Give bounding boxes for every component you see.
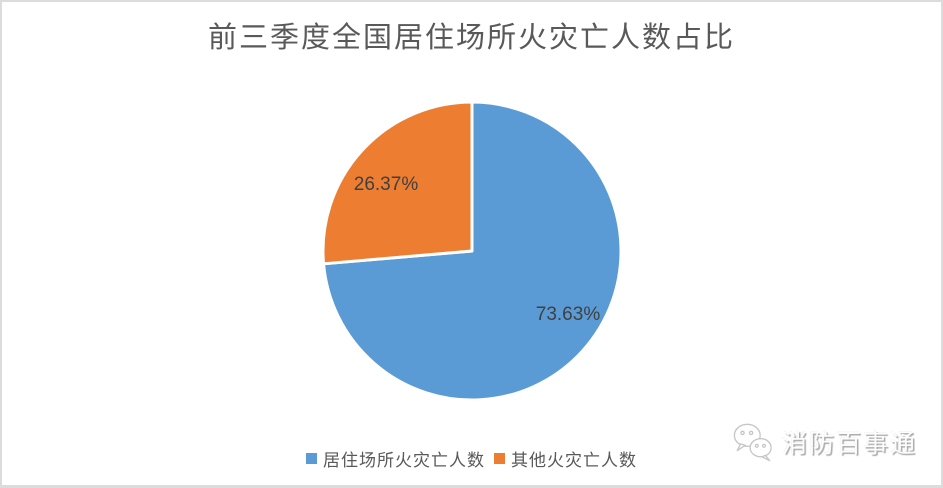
legend-label-other: 其他火灾亡人数 xyxy=(511,451,637,470)
legend-item-other: 其他火灾亡人数 xyxy=(494,446,637,471)
chart-title: 前三季度全国居住场所火灾亡人数占比 xyxy=(207,22,735,54)
pie-label-other-percent: 26.37% xyxy=(353,174,419,195)
pie-label-residential-percent: 73.63% xyxy=(535,304,601,325)
legend-swatch-residential-icon xyxy=(306,453,317,464)
legend: 居住场所火灾亡人数 其他火灾亡人数 xyxy=(2,446,941,471)
legend-item-residential: 居住场所火灾亡人数 xyxy=(306,446,485,471)
wechat-icon xyxy=(733,423,772,462)
legend-swatch-other-icon xyxy=(494,453,505,464)
watermark: 消防百事通 xyxy=(732,421,917,463)
pie-chart xyxy=(321,100,623,402)
pie-slice-1 xyxy=(321,100,474,266)
legend-label-residential: 居住场所火灾亡人数 xyxy=(323,451,485,470)
watermark-text: 消防百事通 xyxy=(781,430,917,458)
